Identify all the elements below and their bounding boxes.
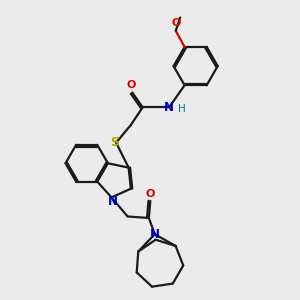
Text: S: S xyxy=(110,136,119,149)
Text: N: N xyxy=(150,228,160,241)
Text: N: N xyxy=(108,195,118,208)
Text: N: N xyxy=(164,101,174,114)
Text: O: O xyxy=(146,188,155,199)
Text: O: O xyxy=(171,18,181,28)
Text: O: O xyxy=(126,80,136,90)
Text: H: H xyxy=(178,104,185,114)
